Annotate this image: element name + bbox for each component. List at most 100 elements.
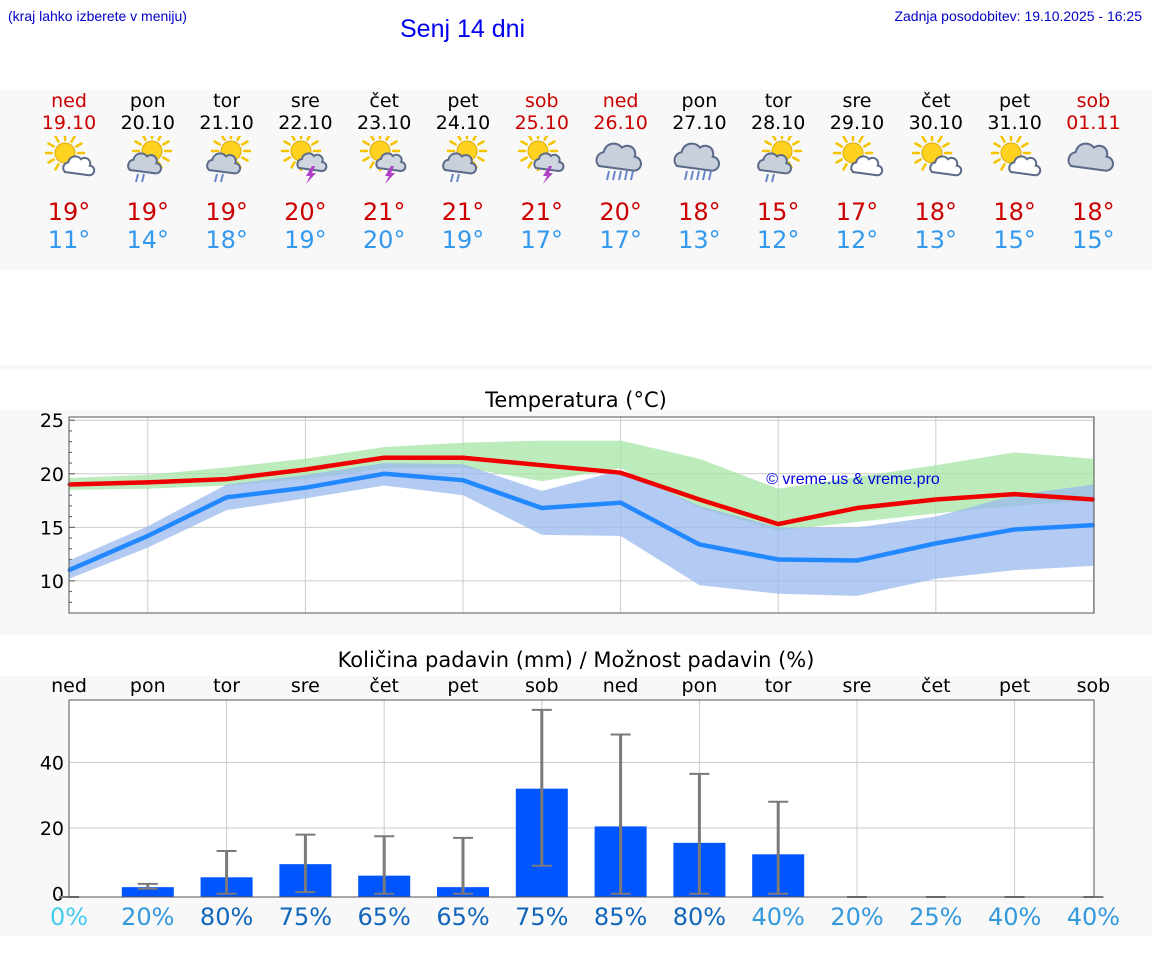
precipitation-chart-title: Količina padavin (mm) / Možnost padavin … <box>337 648 815 672</box>
min-point <box>461 478 465 482</box>
day-date: 27.10 <box>672 112 727 134</box>
sun-rain-icon <box>442 136 488 183</box>
temp-min: 13° <box>914 226 958 254</box>
min-point <box>776 557 780 561</box>
day-date: 29.10 <box>829 112 885 134</box>
sun-cloud-icon <box>44 136 96 177</box>
temp-max: 20° <box>284 198 327 226</box>
day-column: sob 25.10 <box>502 90 582 134</box>
max-temperature-line <box>68 455 1094 527</box>
temp-max: 21° <box>362 198 406 226</box>
max-point <box>461 456 465 460</box>
last-updated: Zadnja posodobitev: 19.10.2025 - 16:25 <box>894 8 1142 24</box>
day-name: sob <box>1076 90 1111 112</box>
day-date: 28.10 <box>750 112 806 134</box>
day-date: 26.10 <box>593 112 648 134</box>
min-point <box>146 534 150 538</box>
precipitation-probability: 85% <box>593 903 648 931</box>
day-date: 01.11 <box>1066 112 1121 134</box>
precipitation-day-label: ned <box>51 675 87 697</box>
temp-min: 17° <box>520 226 564 254</box>
day-column: pet 24.10 <box>423 90 503 134</box>
min-range-band <box>69 463 1094 596</box>
temp-min: 18° <box>205 226 248 254</box>
precipitation-day-label: sre <box>290 675 320 697</box>
precipitation-day-label: tor <box>764 675 792 697</box>
temp-min: 15° <box>993 226 1036 254</box>
day-column: ned 19.10 <box>29 90 109 134</box>
watermark: © vreme.us & vreme.pro <box>766 471 940 488</box>
min-point <box>855 559 859 563</box>
precipitation-probability: 20% <box>830 903 884 931</box>
day-column: pet 31.10 <box>975 90 1055 134</box>
sun-cloud-icon <box>832 136 884 177</box>
max-point <box>776 522 780 526</box>
sun-rain-icon <box>205 136 251 183</box>
sun-storm-icon <box>281 136 328 184</box>
day-date: 24.10 <box>435 112 491 134</box>
temp-max: 19° <box>126 198 170 226</box>
day-name: sre <box>842 90 872 112</box>
max-point <box>225 477 229 481</box>
precipitation-day-label: pon <box>681 675 718 697</box>
day-column: čet 30.10 <box>896 90 976 134</box>
min-point <box>619 501 623 505</box>
temp-min: 17° <box>599 226 642 254</box>
precipitation-probability: 40% <box>751 903 805 931</box>
precipitation-probability: 75% <box>278 903 333 931</box>
temp-max: 18° <box>914 198 958 226</box>
day-column: sre 29.10 <box>817 90 897 134</box>
day-name: ned <box>51 90 87 112</box>
y-tick-label: 20 <box>40 464 64 486</box>
temp-min: 15° <box>1072 226 1115 254</box>
max-point <box>382 456 386 460</box>
min-point <box>540 506 544 510</box>
day-name: tor <box>213 90 241 112</box>
temp-min: 13° <box>678 226 721 254</box>
precipitation-day-label: sob <box>1076 675 1111 697</box>
day-date: 19.10 <box>41 112 97 134</box>
y-tick-label: 10 <box>40 571 64 593</box>
min-point <box>934 541 938 545</box>
sun-rain-icon <box>127 136 173 183</box>
max-point <box>855 506 859 510</box>
max-range-band <box>69 440 1094 531</box>
min-point <box>225 495 229 499</box>
temp-max: 18° <box>1072 198 1115 226</box>
temp-min: 11° <box>47 226 91 254</box>
temperature-plot-frame <box>68 416 1095 614</box>
day-name: čet <box>369 90 399 112</box>
page-title: Senj 14 dni <box>400 15 526 43</box>
precipitation-probability: 65% <box>436 903 490 931</box>
temp-max: 18° <box>678 198 721 226</box>
temp-max: 19° <box>205 198 248 226</box>
precipitation-probability: 75% <box>515 903 569 931</box>
day-name: pon <box>129 90 166 112</box>
temp-max: 20° <box>599 198 642 226</box>
precipitation-probability: 80% <box>672 903 727 931</box>
day-name: čet <box>921 90 951 112</box>
temp-max: 19° <box>47 198 91 226</box>
day-name: sob <box>525 90 559 112</box>
precipitation-day-label: ned <box>602 675 639 697</box>
cloud-heavy-rain-icon <box>673 142 721 181</box>
precipitation-day-label: čet <box>369 675 399 697</box>
max-point <box>540 463 544 467</box>
day-name: pet <box>998 90 1031 112</box>
day-date: 31.10 <box>987 112 1042 134</box>
temperature-chart-title: Temperatura (°C) <box>485 388 667 412</box>
precipitation-probability: 40% <box>1066 903 1121 931</box>
sun-cloud-icon <box>990 136 1041 177</box>
max-point <box>697 497 701 501</box>
max-point <box>619 471 623 475</box>
precipitation-probability: 25% <box>909 903 963 931</box>
temp-min: 19° <box>284 226 327 254</box>
day-date: 25.10 <box>514 112 569 134</box>
max-point <box>1013 492 1017 496</box>
temp-min: 12° <box>835 226 879 254</box>
min-temperature-line <box>68 471 1094 573</box>
max-point <box>146 480 150 484</box>
day-date: 30.10 <box>908 112 963 134</box>
day-name: sre <box>290 90 320 112</box>
